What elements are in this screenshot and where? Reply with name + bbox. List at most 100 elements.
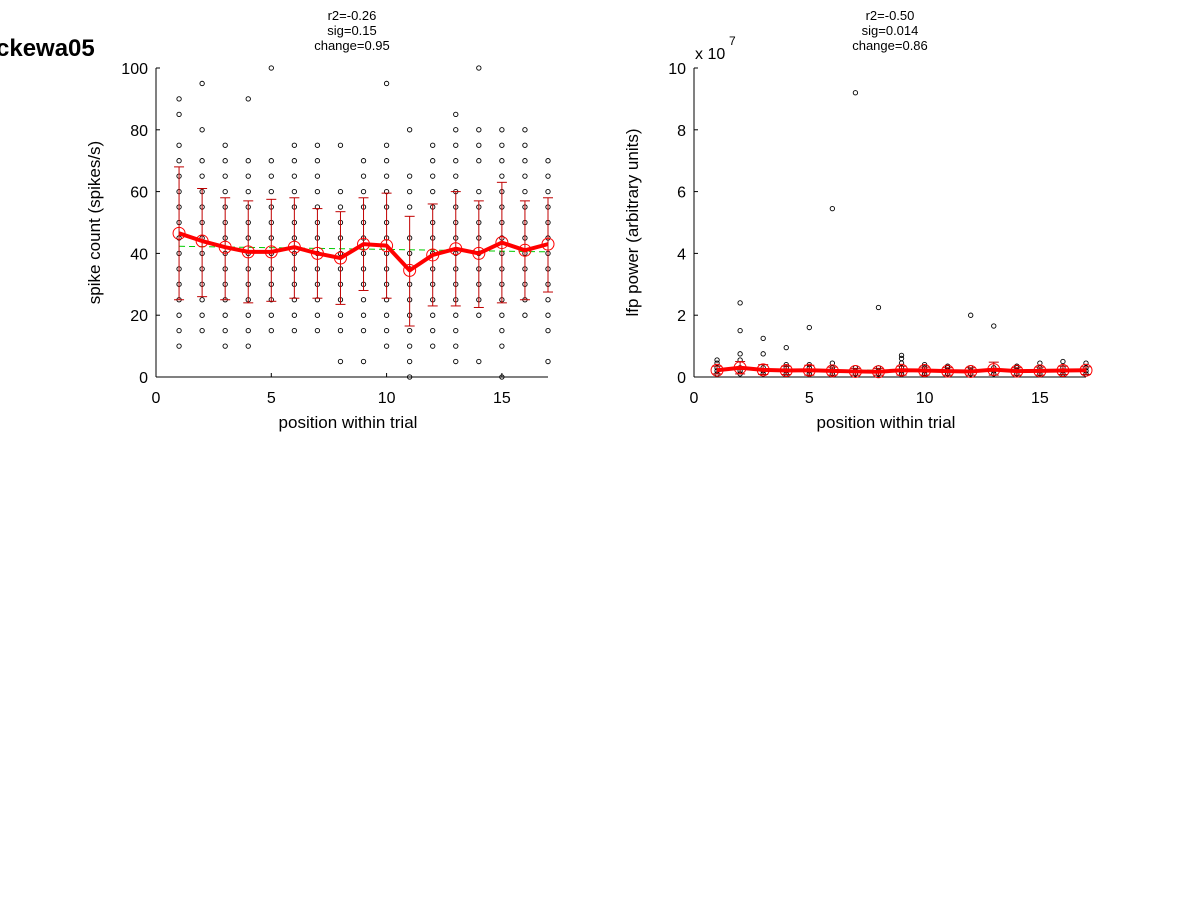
trial-point	[760, 335, 766, 342]
mean-marker	[756, 363, 770, 377]
trial-point	[360, 358, 367, 365]
mean-marker	[871, 365, 885, 379]
x-tick-label: 15	[1031, 390, 1049, 407]
trial-point	[760, 351, 766, 357]
trial-point	[337, 327, 344, 334]
mean-marker	[779, 364, 793, 378]
trial-point	[545, 312, 551, 318]
trial-point	[476, 358, 482, 365]
trial-point	[245, 327, 251, 334]
trial-point	[222, 188, 228, 195]
y-tick-label: 20	[130, 308, 148, 325]
trial-point	[430, 158, 436, 164]
trial-point	[476, 158, 482, 164]
trial-point	[314, 312, 321, 318]
trial-point	[991, 323, 997, 329]
mean-marker	[172, 226, 186, 240]
mean-marker	[918, 364, 932, 378]
trial-point	[453, 127, 459, 133]
trial-point	[268, 327, 274, 334]
trial-point	[476, 188, 482, 195]
trial-point	[453, 158, 459, 164]
trial-point	[499, 127, 505, 133]
chart-title-line: sig=0.014	[862, 23, 919, 38]
mean-marker	[426, 248, 440, 262]
mean-marker	[733, 361, 747, 375]
mean-marker	[1079, 363, 1093, 377]
trial-point	[245, 173, 251, 179]
mean-marker	[895, 363, 909, 377]
trial-point	[360, 312, 367, 318]
trial-point	[406, 127, 413, 133]
trial-point	[545, 327, 551, 334]
trial-point	[499, 374, 505, 380]
trial-point	[545, 297, 551, 303]
trial-point	[245, 158, 251, 164]
trial-point	[453, 358, 459, 365]
trial-point	[1083, 360, 1089, 366]
trial-point	[714, 360, 720, 366]
mean-marker	[1033, 364, 1047, 378]
trial-point	[898, 352, 905, 359]
trial-point	[199, 312, 205, 318]
y-tick-label: 2	[677, 308, 686, 325]
trial-point	[314, 173, 321, 179]
trial-point	[1060, 358, 1066, 365]
trial-point	[176, 312, 182, 318]
trial-point	[383, 80, 390, 87]
trial-point	[430, 312, 436, 318]
x-tick-label: 5	[267, 390, 276, 407]
trial-point	[245, 188, 251, 195]
trial-point	[406, 204, 413, 210]
trial-point	[360, 188, 367, 195]
mean-marker	[964, 364, 978, 378]
trial-point	[383, 142, 390, 148]
chart-title-line: r2=-0.26	[328, 8, 377, 23]
mean-marker	[710, 363, 724, 377]
trial-point	[199, 327, 205, 334]
trial-point	[268, 312, 274, 318]
trial-point	[499, 142, 505, 148]
trial-point	[430, 142, 436, 148]
mean-marker	[472, 246, 486, 260]
trial-point	[314, 188, 321, 195]
mean-marker	[987, 363, 1001, 377]
trial-point	[737, 327, 743, 334]
trial-point	[430, 343, 436, 349]
trial-point	[337, 142, 344, 148]
mean-marker	[449, 242, 463, 256]
mean-marker	[333, 251, 347, 265]
mean-marker	[802, 363, 816, 377]
trial-point	[453, 173, 459, 179]
trial-point	[176, 111, 182, 118]
trial-point	[291, 142, 298, 148]
trial-point	[829, 205, 836, 212]
trial-point	[806, 324, 812, 331]
y-tick-label: 10	[668, 61, 686, 78]
trial-point	[406, 173, 413, 179]
trial-point	[522, 158, 528, 164]
trial-point	[453, 343, 459, 349]
mean-marker	[1056, 364, 1070, 378]
trial-point	[222, 327, 228, 334]
trial-point	[360, 297, 367, 303]
x-axis-label: position within trial	[817, 413, 956, 432]
x-tick-label: 0	[690, 390, 699, 407]
trial-point	[406, 188, 413, 195]
mean-marker	[380, 239, 394, 253]
trial-point	[314, 327, 321, 334]
trial-point	[222, 312, 228, 318]
trial-point	[268, 158, 274, 164]
chart-title-line: sig=0.15	[327, 23, 377, 38]
trial-point	[222, 142, 228, 148]
trial-point	[453, 111, 459, 118]
mean-marker	[518, 243, 532, 257]
trial-point	[360, 327, 367, 334]
trial-point	[453, 312, 459, 318]
trial-point	[499, 327, 505, 334]
trial-point	[522, 188, 528, 195]
mean-marker	[403, 263, 417, 277]
trial-point	[176, 327, 182, 334]
